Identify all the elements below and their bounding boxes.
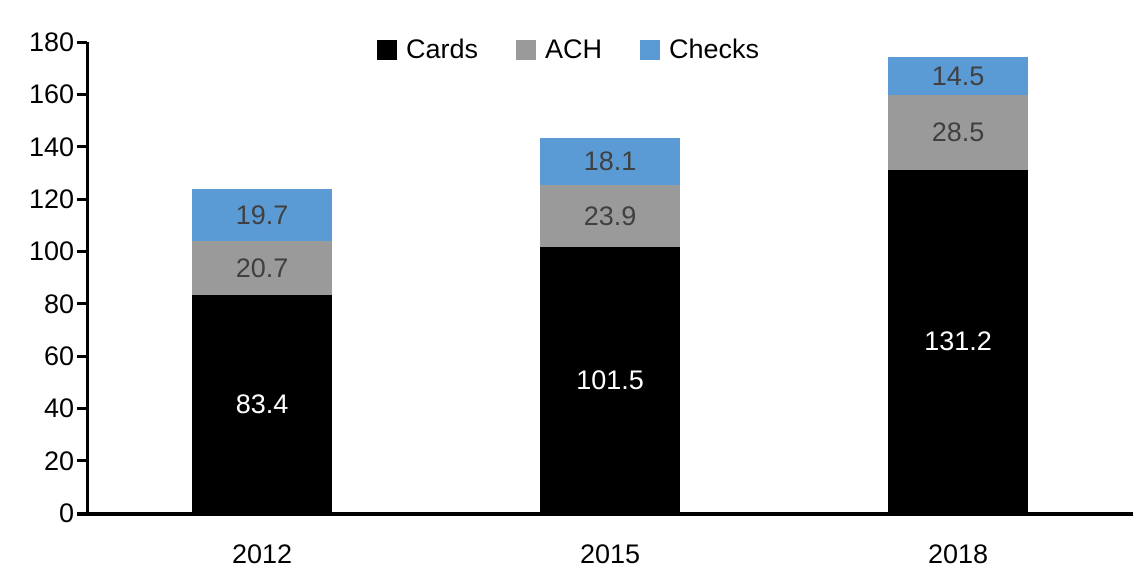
y-axis-tick [77,406,87,410]
x-axis-label-2018: 2018 [927,539,989,569]
bar-segment-ach-2015 [540,184,680,248]
y-axis-tick [77,511,87,515]
x-axis-label-2015: 2015 [579,539,641,569]
bar-value-label-ach-2015: 23.9 [583,201,637,232]
legend-label-cards: Cards [405,34,478,64]
y-axis-tick [77,302,87,306]
bar-segment-cards-2015 [540,247,680,513]
y-axis-tick [77,40,87,44]
y-axis-tick-label: 160 [28,79,74,110]
bar-value-label-checks-2018: 14.5 [931,61,985,92]
bar-segment-checks-2018 [888,57,1028,96]
y-axis-tick-label: 140 [28,131,74,162]
bar-segment-ach-2018 [888,95,1028,170]
ach-swatch-icon [515,39,536,60]
bar-value-label-cards-2012: 83.4 [235,388,289,419]
y-axis-tick-label: 20 [43,445,74,476]
y-axis-tick-label: 100 [28,236,74,267]
checks-swatch-icon [640,39,660,60]
y-axis-tick [77,92,87,96]
bar-value-label-checks-2015: 18.1 [583,146,637,177]
bar-value-label-ach-2018: 28.5 [931,117,985,148]
y-axis-tick-label: 60 [43,341,74,371]
y-axis-tick-label: 180 [28,27,74,57]
bar-value-label-ach-2012: 20.7 [235,252,289,283]
cards-swatch-icon [376,39,397,60]
legend-label-checks: Checks [669,34,760,64]
y-axis-tick-label: 80 [43,288,74,319]
legend-item-cards: Cards [376,34,478,64]
y-axis-tick-label: 0 [58,498,74,528]
legend-item-ach: ACH [515,34,602,64]
bar-segment-cards-2018 [888,169,1028,513]
x-axis-label-2012: 2012 [231,539,293,569]
y-axis-tick [77,145,87,149]
y-axis-tick [77,249,87,253]
bar-value-label-cards-2015: 101.5 [576,365,644,396]
bar-segment-cards-2012 [192,294,332,513]
y-axis-tick-label: 40 [43,393,74,424]
legend-label-ach: ACH [544,34,602,64]
y-axis-tick [77,459,87,463]
bar-value-label-cards-2018: 131.2 [924,326,992,357]
bar-value-label-checks-2012: 19.7 [235,199,289,230]
x-axis-line [77,512,1133,516]
y-axis-tick [77,197,87,201]
bar-segment-checks-2012 [192,189,332,241]
legend: Cards ACH Checks [0,36,1136,63]
legend-item-checks: Checks [640,36,759,63]
bar-segment-checks-2015 [540,137,680,185]
bar-segment-ach-2012 [192,240,332,295]
y-axis-tick-label: 120 [28,184,74,214]
y-axis-tick [77,354,87,358]
y-axis-line [86,42,89,515]
